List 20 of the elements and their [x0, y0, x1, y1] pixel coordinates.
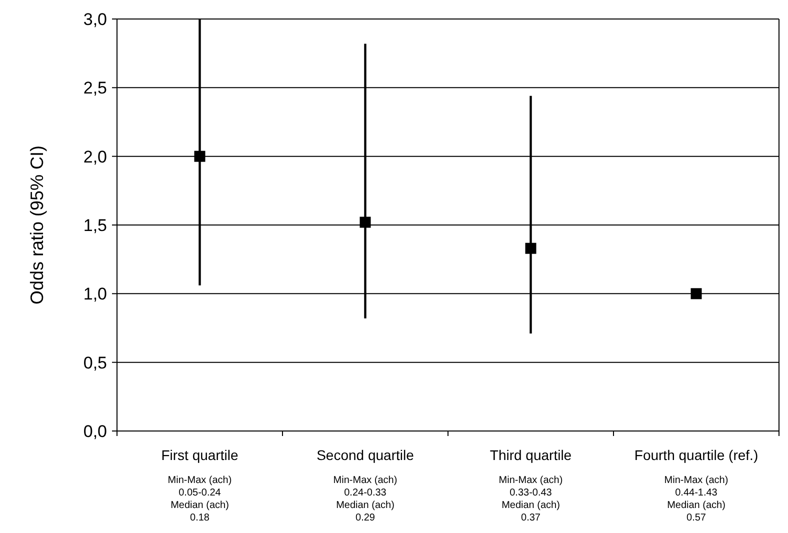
text: Min-Max (ach) 0.05-0.24 Median (ach) 0.18 — [168, 475, 232, 524]
y-tick-label: 1,0 — [83, 284, 107, 304]
point — [360, 216, 371, 228]
point — [525, 242, 536, 254]
x-tick-label: Fourth quartile (ref.) — [634, 447, 758, 463]
y-tick-label: 0,5 — [83, 353, 107, 372]
x-tick-label: Second quartile — [316, 447, 414, 463]
text: Min-Max (ach) 0.33-0.43 Median (ach) 0.37 — [498, 475, 563, 524]
y-tick-label: 2,5 — [83, 78, 107, 98]
point — [194, 150, 206, 162]
y-tick-label: 1,5 — [83, 216, 107, 235]
x-tick-label: Third quartile — [490, 447, 572, 463]
point — [690, 288, 702, 300]
x-tick-label: First quartile — [161, 447, 238, 463]
y-tick-label: 2,0 — [83, 147, 107, 166]
y-axis-title: Odds ratio (95% CI) — [27, 145, 47, 305]
text: Min-Max (ach) 0.24-0.33 Median (ach) 0.29 — [333, 475, 398, 524]
y-tick-label: 0,0 — [83, 422, 107, 441]
y-tick-label: 3,0 — [83, 10, 107, 29]
text: Min-Max (ach) 0.44-1.43 Median (ach) 0.57 — [664, 475, 728, 524]
